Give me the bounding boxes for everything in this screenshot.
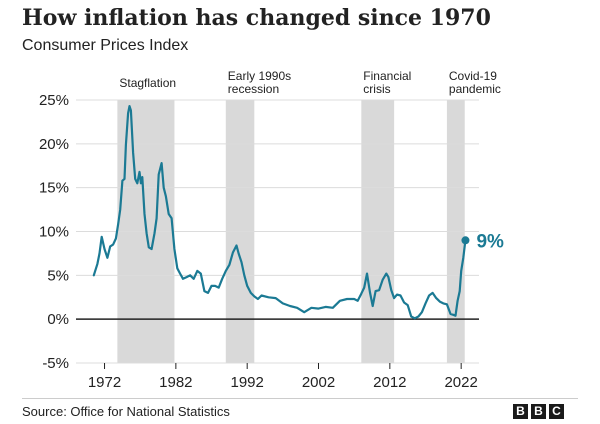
period-label-line: Early 1990s	[228, 69, 291, 83]
series-line	[92, 104, 467, 320]
x-tick-label: 2022	[444, 374, 477, 391]
period-label: Financial crisis	[363, 69, 411, 96]
period-label: Early 1990s recession	[228, 69, 291, 96]
end-point-marker	[461, 236, 470, 245]
end-value-label: 9%	[476, 231, 504, 252]
y-tick-label: 5%	[47, 267, 69, 284]
y-tick-label: 10%	[39, 224, 69, 241]
y-axis-labels: -5% 0% 5% 10% 15% 20% 25%	[39, 92, 69, 372]
period-label-line: Covid-19	[449, 69, 497, 83]
y-tick-label: 25%	[39, 92, 69, 109]
footer-divider	[22, 398, 578, 399]
period-label-line: pandemic	[449, 82, 501, 96]
period-label-line: Financial	[363, 69, 411, 83]
chart-subtitle: Consumer Prices Index	[22, 37, 189, 54]
logo-letter: C	[549, 404, 564, 419]
chart-title: How inflation has changed since 1970	[22, 5, 491, 31]
y-tick-label: 15%	[39, 180, 69, 197]
x-tick-label: 1992	[230, 374, 263, 391]
period-label-line: Stagflation	[119, 76, 176, 90]
period-label-line: crisis	[363, 82, 390, 96]
period-label: Stagflation	[119, 76, 176, 90]
period-label-line: recession	[228, 82, 279, 96]
y-tick-label: 20%	[39, 136, 69, 153]
x-tick-label: 2002	[302, 374, 335, 391]
source-note: Source: Office for National Statistics	[22, 404, 230, 419]
x-tick-label: 2012	[373, 374, 406, 391]
logo-letter: B	[531, 404, 546, 419]
bbc-logo: B B C	[513, 404, 564, 419]
data-series: 9%	[92, 104, 504, 320]
period-label: Covid-19 pandemic	[449, 69, 501, 96]
x-tick-label: 1972	[88, 374, 121, 391]
inflation-line-chart: -5% 0% 5% 10% 15% 20% 25% 1972 1982 1992 2002 2012…	[39, 69, 504, 391]
y-tick-label: 0%	[47, 311, 69, 328]
x-axis-ticks: 1972 1982 1992 2002 2012 2022	[88, 363, 478, 391]
gridlines	[76, 99, 479, 364]
y-tick-label: -5%	[42, 355, 69, 372]
logo-letter: B	[513, 404, 528, 419]
x-tick-label: 1982	[159, 374, 192, 391]
period-labels: Stagflation Early 1990s recession Financial…	[119, 69, 501, 96]
